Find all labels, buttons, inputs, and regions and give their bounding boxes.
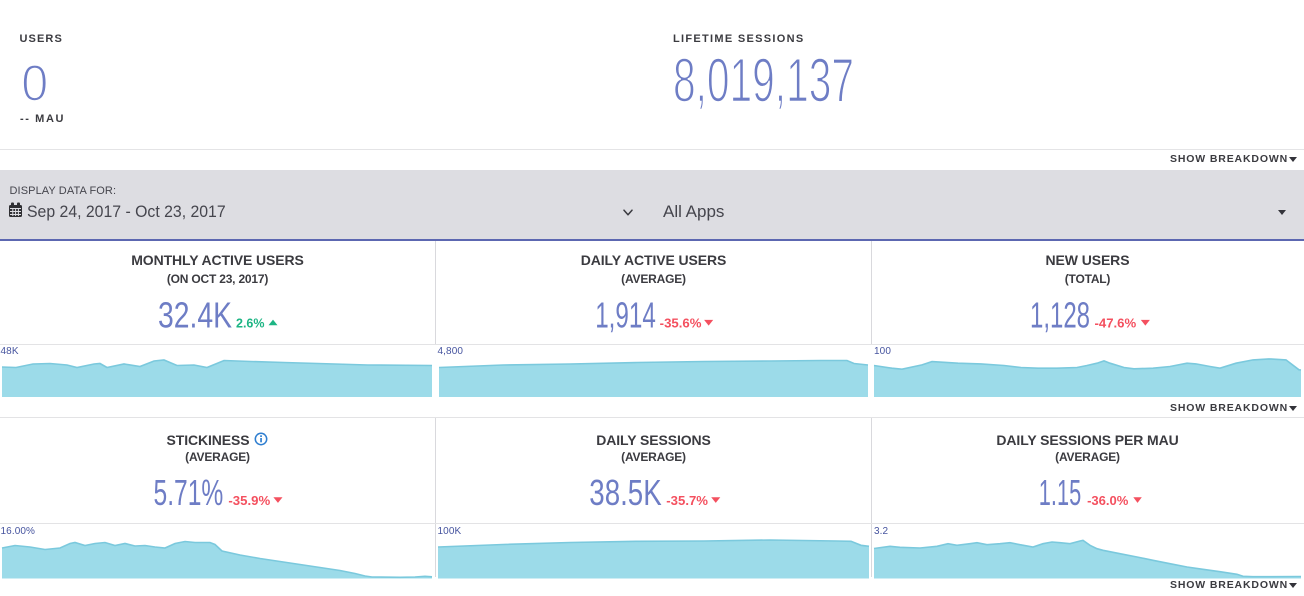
svg-text:0: 0 <box>21 55 48 112</box>
svg-text:2.6%: 2.6% <box>236 316 265 331</box>
svg-text:-35.6%: -35.6% <box>660 316 702 331</box>
svg-text:-36.0%: -36.0% <box>1087 493 1129 508</box>
svg-text:32.4K: 32.4K <box>158 295 232 336</box>
svg-text:5.71%: 5.71% <box>154 472 224 513</box>
svg-text:8,019,137: 8,019,137 <box>673 47 854 116</box>
svg-text:1,914: 1,914 <box>595 295 656 336</box>
svg-text:-47.6%: -47.6% <box>1095 316 1137 331</box>
svg-text:-35.9%: -35.9% <box>228 493 270 508</box>
svg-text:1,128: 1,128 <box>1030 295 1090 336</box>
svg-text:-35.7%: -35.7% <box>666 493 708 508</box>
svg-text:38.5K: 38.5K <box>589 472 661 513</box>
svg-text:1.15: 1.15 <box>1039 472 1081 513</box>
